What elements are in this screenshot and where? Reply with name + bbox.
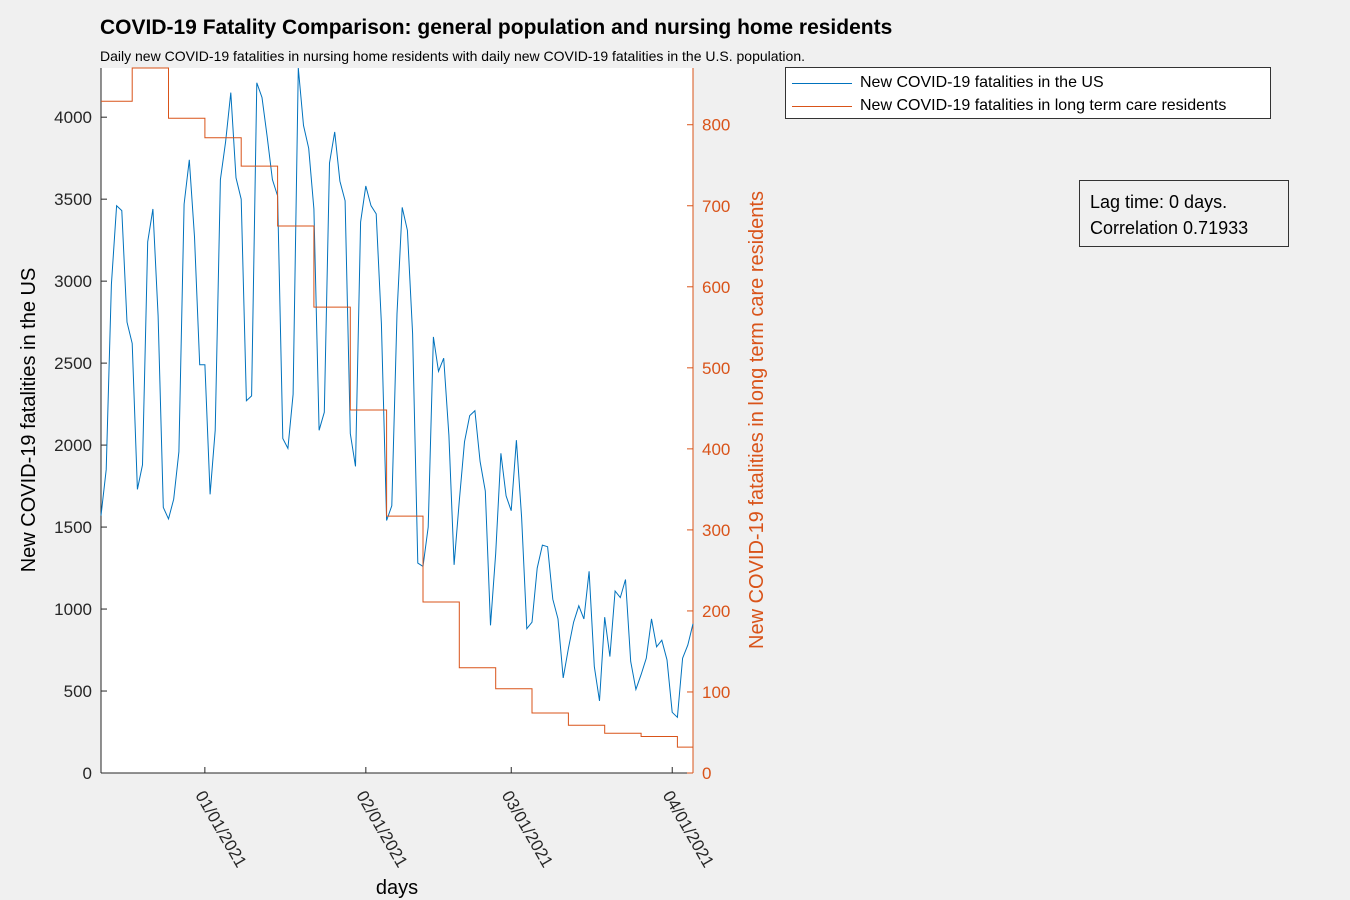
x-tick-label: 01/01/2021 — [191, 788, 250, 871]
y-right-tick-label: 400 — [702, 440, 730, 459]
y-right-tick-label: 0 — [702, 764, 711, 783]
chart-title: COVID-19 Fatality Comparison: general po… — [100, 16, 892, 39]
y-right-tick-label: 700 — [702, 197, 730, 216]
legend-item-us: New COVID-19 fatalities in the US — [792, 72, 1104, 94]
y-right-tick-label: 300 — [702, 521, 730, 540]
y-right-tick-label: 500 — [702, 359, 730, 378]
y-left-tick-label: 3500 — [54, 190, 92, 209]
y-left-tick-label: 1000 — [54, 600, 92, 619]
y-right-tick-label: 600 — [702, 278, 730, 297]
correlation-text: Correlation 0.71933 — [1090, 218, 1249, 238]
y-left-tick-label: 2000 — [54, 436, 92, 455]
plot-area — [101, 68, 693, 773]
x-tick-label: 03/01/2021 — [498, 788, 557, 871]
ltc-fatalities-line — [101, 67, 693, 748]
y-right-tick-label: 800 — [702, 116, 730, 135]
legend: New COVID-19 fatalities in the US New CO… — [785, 67, 1271, 119]
legend-item-ltc: New COVID-19 fatalities in long term car… — [792, 95, 1226, 117]
y-right-tick-label: 200 — [702, 602, 730, 621]
x-axis-label: days — [376, 877, 418, 899]
legend-label-ltc: New COVID-19 fatalities in long term car… — [860, 97, 1227, 114]
series-layer — [100, 67, 694, 748]
x-tick-label: 02/01/2021 — [352, 788, 411, 871]
y-left-tick-label: 500 — [64, 682, 92, 701]
y-left-tick-label: 3000 — [54, 272, 92, 291]
y-axis-right-label: New COVID-19 fatalities in long term car… — [746, 191, 768, 649]
correlation-annotation: Lag time: 0 days. Correlation 0.71933 — [1079, 180, 1289, 247]
y-axis-left-label: New COVID-19 fatalities in the US — [18, 268, 40, 573]
us-fatalities-line — [100, 67, 694, 719]
y-left-tick-label: 1500 — [54, 518, 92, 537]
lag-time-text: Lag time: 0 days. — [1090, 192, 1228, 212]
legend-swatch-ltc — [792, 105, 852, 107]
chart-subtitle: Daily new COVID-19 fatalities in nursing… — [100, 48, 805, 64]
y-left-tick-label: 0 — [83, 764, 92, 783]
y-right-tick-label: 100 — [702, 683, 730, 702]
x-tick-label: 04/01/2021 — [659, 788, 718, 871]
legend-label-us: New COVID-19 fatalities in the US — [860, 74, 1104, 91]
y-left-tick-label: 2500 — [54, 354, 92, 373]
y-left-tick-label: 4000 — [54, 108, 92, 127]
legend-swatch-us — [792, 82, 852, 84]
